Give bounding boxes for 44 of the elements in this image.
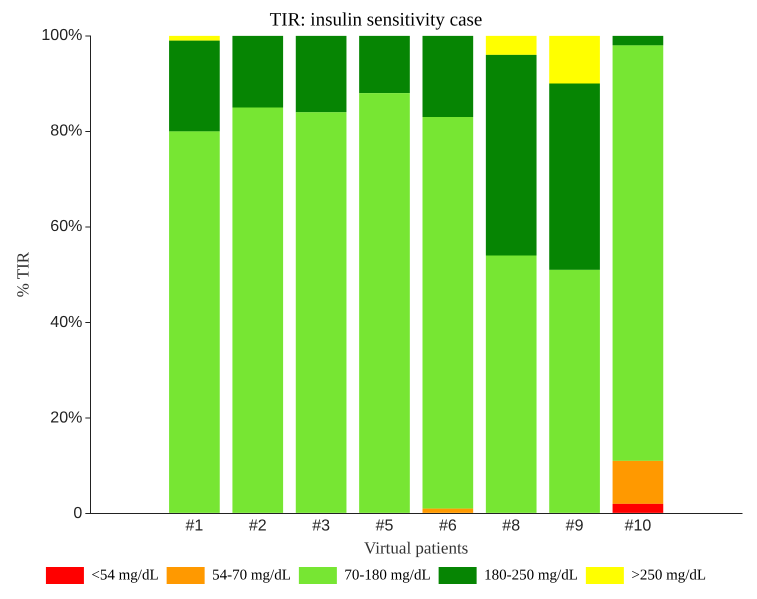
legend-label: 70-180 mg/dL <box>344 567 431 584</box>
bar <box>549 84 600 270</box>
x-tick-label: #8 <box>502 517 520 534</box>
bar <box>612 36 664 46</box>
y-tick-label: 0 <box>73 504 82 522</box>
y-tick-label: 20% <box>50 409 82 426</box>
bar <box>296 112 346 513</box>
bar <box>486 54 537 256</box>
bar <box>169 131 220 513</box>
bar <box>612 504 664 513</box>
bar <box>422 508 474 513</box>
bar <box>232 36 284 108</box>
bar <box>549 270 600 513</box>
x-tick-label: #10 <box>624 517 652 534</box>
y-tick-label: 40% <box>50 314 82 331</box>
x-tick-label: #6 <box>438 517 457 534</box>
bar <box>169 40 220 132</box>
x-tick-label: #3 <box>312 517 330 534</box>
x-axis-title: Virtual patients <box>364 538 468 558</box>
bar <box>422 36 474 117</box>
legend-label: 180-250 mg/dL <box>484 567 578 584</box>
x-tick-label: #5 <box>376 517 394 534</box>
bar <box>486 255 537 513</box>
y-axis-title: % TIR <box>14 251 33 298</box>
bar <box>232 107 284 513</box>
y-tick-label: 100% <box>41 27 82 44</box>
chart-title: TIR: insulin sensitivity case <box>270 9 482 30</box>
bar <box>612 460 664 504</box>
bar <box>549 36 600 84</box>
y-tick-label: 80% <box>50 122 82 140</box>
x-tick-label: #9 <box>566 517 584 534</box>
legend-label: >250 mg/dL <box>631 567 706 584</box>
x-tick-label: #1 <box>186 517 204 534</box>
bar <box>169 36 220 41</box>
bar <box>612 45 664 461</box>
bar <box>359 36 410 94</box>
x-tick-label: #2 <box>248 517 267 534</box>
y-tick-label: 60% <box>50 218 82 236</box>
bar <box>359 93 410 513</box>
bar <box>296 36 346 112</box>
bar <box>422 116 474 509</box>
legend-label: 54-70 mg/dL <box>212 567 291 584</box>
bar <box>486 36 537 55</box>
legend-label: <54 mg/dL <box>91 567 159 584</box>
